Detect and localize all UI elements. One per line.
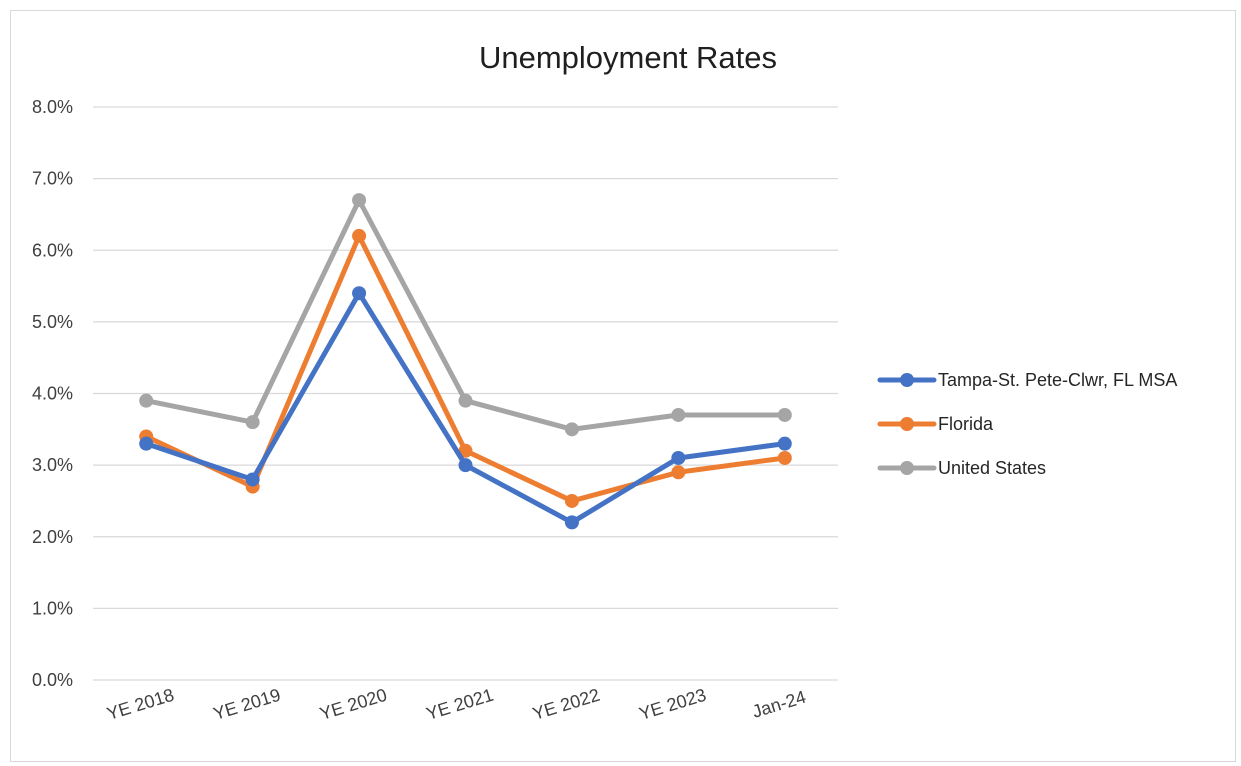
data-point <box>352 286 367 301</box>
x-tick-label: YE 2018 <box>105 685 177 724</box>
legend-item: Tampa-St. Pete-Clwr, FL MSA <box>877 370 1177 390</box>
series-layer <box>139 193 792 530</box>
legend-swatch-marker <box>900 461 914 475</box>
data-point <box>564 515 579 530</box>
legend-item: United States <box>877 458 1046 478</box>
data-point <box>458 458 473 473</box>
data-point <box>777 450 792 465</box>
x-tick-label: Jan-24 <box>750 687 808 722</box>
y-tick-label: 1.0% <box>32 598 73 618</box>
data-point <box>139 436 154 451</box>
y-tick-label: 2.0% <box>32 527 73 547</box>
data-point <box>671 407 686 422</box>
data-point <box>777 407 792 422</box>
x-tick-label: YE 2019 <box>211 685 283 724</box>
x-tick-label: YE 2023 <box>637 685 709 724</box>
y-tick-label: 3.0% <box>32 455 73 475</box>
series-tampa-st-pete-clwr-fl-msa <box>139 286 792 530</box>
data-point <box>671 465 686 480</box>
y-axis-ticks: 0.0% 1.0% 2.0% 3.0% 4.0% 5.0% 6.0% 7.0% 8.0% <box>32 97 73 690</box>
legend-item: Florida <box>877 414 994 434</box>
y-tick-label: 7.0% <box>32 169 73 189</box>
series-line <box>143 290 788 525</box>
y-tick-label: 5.0% <box>32 312 73 332</box>
data-point <box>245 415 260 430</box>
y-tick-label: 6.0% <box>32 240 73 260</box>
data-point <box>671 450 686 465</box>
legend-label: United States <box>938 458 1046 478</box>
data-point <box>458 443 473 458</box>
chart-title: Unemployment Rates <box>479 40 777 75</box>
x-tick-label: YE 2022 <box>530 685 602 724</box>
legend-swatch-marker <box>900 417 914 431</box>
data-point <box>352 193 367 208</box>
data-point <box>564 422 579 437</box>
y-tick-label: 8.0% <box>32 97 73 117</box>
data-point <box>777 436 792 451</box>
y-tick-label: 4.0% <box>32 384 73 404</box>
x-tick-label: YE 2021 <box>424 685 496 724</box>
legend: Tampa-St. Pete-Clwr, FL MSA Florida United… <box>877 370 1177 478</box>
gridlines <box>93 106 838 681</box>
chart-frame <box>10 10 1236 762</box>
x-tick-label: YE 2020 <box>317 685 389 724</box>
legend-swatch-marker <box>900 373 914 387</box>
legend-label: Tampa-St. Pete-Clwr, FL MSA <box>938 370 1177 390</box>
data-point <box>139 393 154 408</box>
data-point <box>352 228 367 243</box>
data-point <box>458 393 473 408</box>
legend-label: Florida <box>938 414 994 434</box>
data-point <box>564 493 579 508</box>
y-tick-label: 0.0% <box>32 670 73 690</box>
data-point <box>245 472 260 487</box>
series-united-states <box>139 193 792 437</box>
x-axis-ticks: YE 2018 YE 2019 YE 2020 YE 2021 YE 2022 YE 20… <box>105 685 809 724</box>
